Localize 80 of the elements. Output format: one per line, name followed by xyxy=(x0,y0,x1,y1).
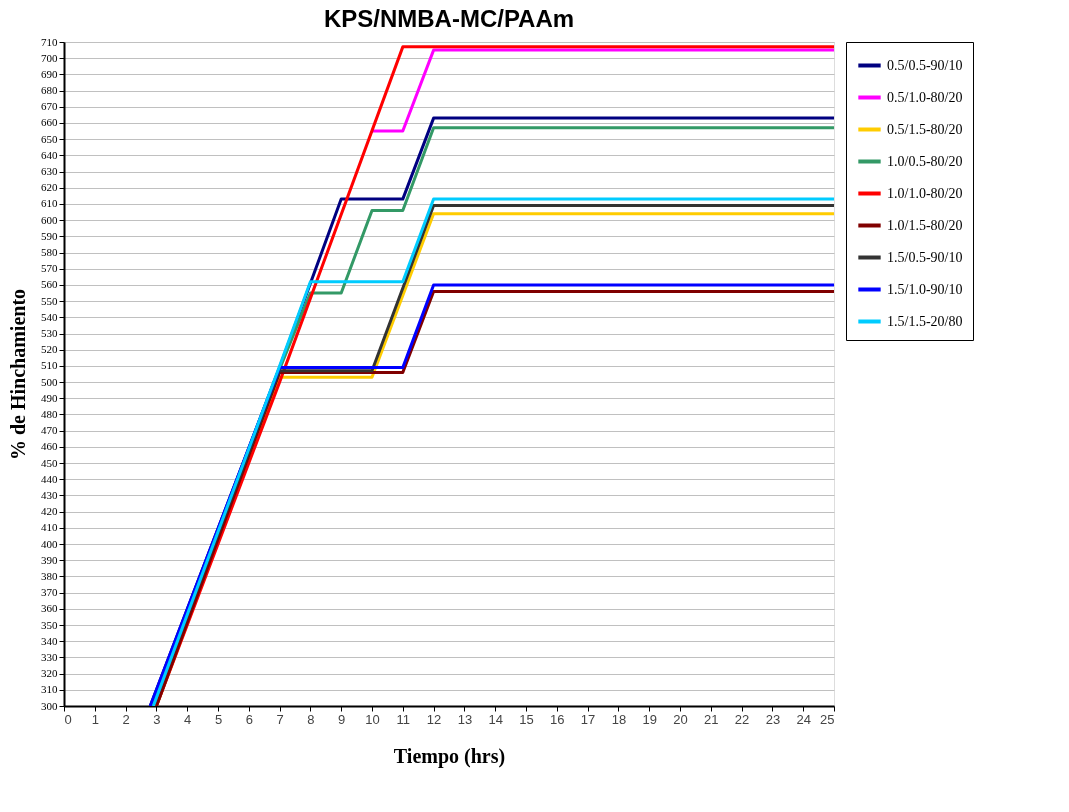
x-tick-label: 10 xyxy=(365,711,380,727)
y-tick-label: 520 xyxy=(41,343,58,356)
x-tick-label: 17 xyxy=(580,711,596,727)
x-tick-label: 24 xyxy=(796,711,811,727)
legend-label: 0.5/1.0-80/20 xyxy=(887,89,963,105)
y-tick-label: 570 xyxy=(41,262,58,275)
y-tick-label: 690 xyxy=(41,67,58,80)
x-tick-label: 16 xyxy=(550,711,565,727)
x-tick-label: 3 xyxy=(153,711,161,727)
x-tick-label: 15 xyxy=(519,711,534,727)
y-tick-label: 320 xyxy=(41,667,58,680)
y-tick-label: 530 xyxy=(41,327,58,340)
legend-label: 0.5/1.5-80/20 xyxy=(887,121,963,137)
x-axis-title: Tiempo (hrs) xyxy=(393,744,506,768)
y-tick-label: 710 xyxy=(41,35,58,48)
y-tick-label: 700 xyxy=(41,51,58,64)
y-tick-label: 620 xyxy=(41,181,58,194)
y-tick-label: 540 xyxy=(41,310,58,323)
y-tick-label: 610 xyxy=(41,197,58,210)
legend-label: 1.0/1.0-80/20 xyxy=(887,185,963,201)
x-tick-label: 6 xyxy=(245,711,253,727)
x-tick-label: 14 xyxy=(488,711,503,727)
y-tick-label: 330 xyxy=(41,650,58,663)
y-axis-title: % de Hinchamiento xyxy=(7,288,29,461)
legend-label: 0.5/0.5-90/10 xyxy=(887,57,963,73)
x-tick-label: 4 xyxy=(184,711,192,727)
legend-label: 1.5/1.5-20/80 xyxy=(887,313,963,329)
y-tick-label: 600 xyxy=(41,213,58,226)
y-tick-label: 630 xyxy=(41,165,58,178)
y-tick-label: 680 xyxy=(41,84,58,97)
y-tick-label: 490 xyxy=(41,391,58,404)
y-tick-label: 510 xyxy=(41,359,58,372)
legend-label: 1.0/1.5-80/20 xyxy=(887,217,963,233)
x-tick-label: 23 xyxy=(765,711,781,727)
y-tick-label: 410 xyxy=(41,521,58,534)
y-tick-label: 470 xyxy=(41,424,58,437)
y-tick-label: 370 xyxy=(41,586,58,599)
y-tick-label: 670 xyxy=(41,100,58,113)
y-tick-label: 400 xyxy=(41,537,58,550)
y-tick-label: 340 xyxy=(41,634,58,647)
x-tick-label: 25 xyxy=(820,711,835,727)
y-tick-label: 590 xyxy=(41,229,58,242)
y-tick-label: 380 xyxy=(41,569,58,582)
legend-label: 1.5/1.0-90/10 xyxy=(887,281,963,297)
y-tick-label: 550 xyxy=(41,294,58,307)
y-tick-label: 450 xyxy=(41,456,58,469)
x-tick-label: 18 xyxy=(611,711,627,727)
y-tick-label: 440 xyxy=(41,472,58,485)
x-tick-label: 20 xyxy=(673,711,688,727)
x-tick-label: 8 xyxy=(307,711,315,727)
y-tick-label: 430 xyxy=(41,488,58,501)
x-tick-label: 12 xyxy=(426,711,442,727)
x-tick-label: 9 xyxy=(338,711,346,727)
x-tick-label: 0 xyxy=(64,711,72,727)
x-tick-label: 7 xyxy=(276,711,284,727)
y-tick-label: 360 xyxy=(41,602,58,615)
x-tick-label: 21 xyxy=(704,711,719,727)
y-tick-label: 350 xyxy=(41,618,58,631)
y-tick-label: 480 xyxy=(41,407,58,420)
x-tick-label: 19 xyxy=(642,711,657,727)
x-tick-label: 22 xyxy=(734,711,750,727)
y-tick-label: 660 xyxy=(41,116,58,129)
y-tick-label: 420 xyxy=(41,505,58,518)
legend-label: 1.5/0.5-90/10 xyxy=(887,249,963,265)
y-tick-label: 390 xyxy=(41,553,58,566)
x-tick-label: 13 xyxy=(457,711,473,727)
y-tick-label: 310 xyxy=(41,683,58,696)
y-tick-label: 560 xyxy=(41,278,58,291)
y-tick-label: 460 xyxy=(41,440,58,453)
chart-title: KPS/NMBA-MC/PAAm xyxy=(323,5,575,32)
y-tick-label: 500 xyxy=(41,375,58,388)
y-tick-label: 300 xyxy=(41,699,58,712)
y-tick-label: 580 xyxy=(41,246,58,259)
x-tick-label: 1 xyxy=(91,711,99,727)
x-tick-label: 5 xyxy=(214,711,223,727)
y-tick-label: 640 xyxy=(41,148,58,161)
x-tick-label: 11 xyxy=(396,711,411,727)
y-tick-label: 650 xyxy=(41,132,58,145)
x-tick-label: 2 xyxy=(122,711,130,727)
legend-label: 1.0/0.5-80/20 xyxy=(887,153,963,169)
